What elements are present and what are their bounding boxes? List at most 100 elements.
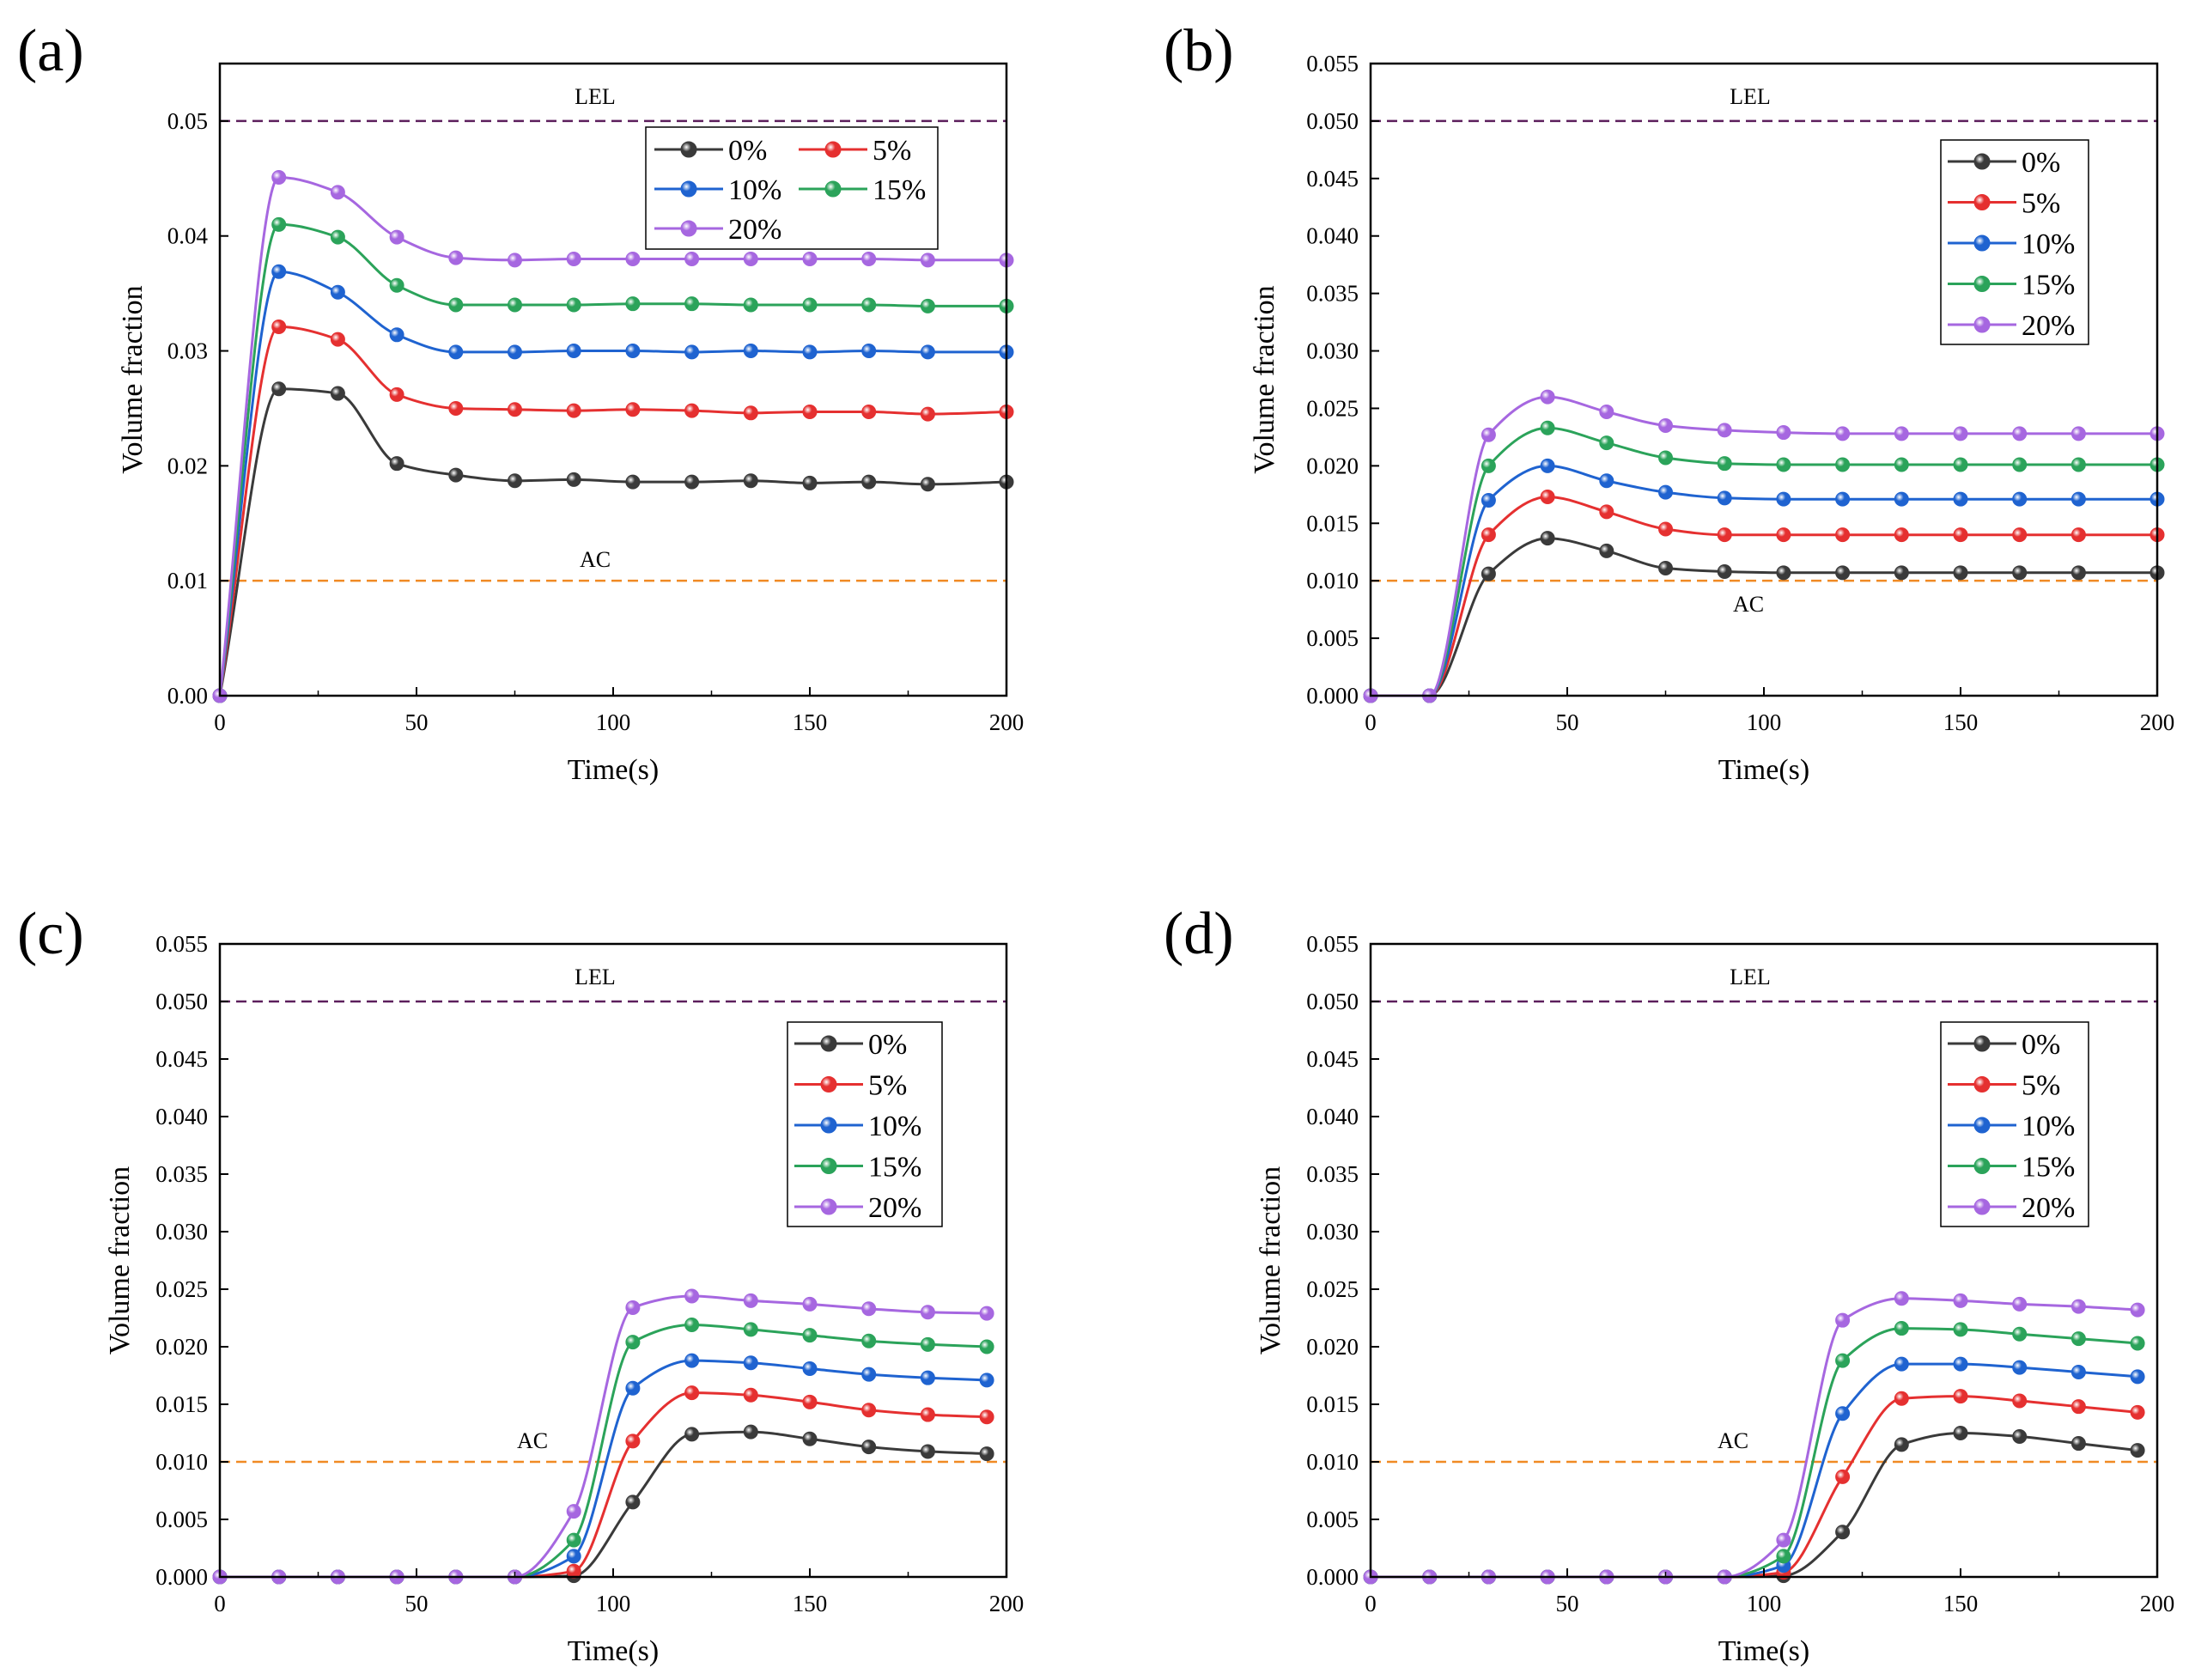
data-point <box>2012 1360 2028 1375</box>
data-point <box>684 1385 700 1401</box>
y-tick-label: 0.020 <box>1306 453 1359 478</box>
x-tick-label: 100 <box>596 709 631 735</box>
legend-item-10pct: 10% <box>1948 228 2075 260</box>
data-point <box>861 474 877 490</box>
data-point <box>2070 1299 2086 1314</box>
legend-item-5pct: 5% <box>1948 188 2060 220</box>
data-point <box>1599 473 1614 489</box>
x-tick-label: 50 <box>1556 1591 1579 1616</box>
series-line <box>220 1430 988 1579</box>
x-tick-label: 150 <box>793 1591 828 1616</box>
data-point <box>743 473 758 489</box>
series-10pct <box>1363 1356 2145 1585</box>
reference-label-ac: AC <box>580 547 611 572</box>
data-point <box>1776 527 1791 543</box>
data-point <box>2070 527 2086 543</box>
data-point <box>2012 1429 2028 1445</box>
legend-item-10pct: 10% <box>654 174 781 206</box>
data-point <box>448 467 464 483</box>
data-point <box>743 1387 758 1403</box>
data-point <box>625 344 641 359</box>
series-line <box>220 1359 988 1579</box>
data-point <box>271 169 287 185</box>
legend-label: 15% <box>868 1152 921 1184</box>
legend-item-0pct: 0% <box>1948 1029 2060 1061</box>
data-point <box>1776 457 1791 472</box>
data-point <box>1835 426 1851 441</box>
series-0pct <box>212 381 1014 703</box>
chart-panel-4: (d) LEL AC 0 50 100 150 200 0.000 0.005 0.010 0.015… <box>1164 901 2174 1667</box>
y-tick-label: 0.015 <box>155 1391 208 1417</box>
data-point <box>1658 521 1673 537</box>
series-5pct <box>212 1385 994 1585</box>
series-10pct <box>212 264 1014 703</box>
data-point <box>861 1301 877 1317</box>
data-point <box>2012 527 2028 543</box>
legend-swatch-marker <box>1973 194 1991 210</box>
data-point <box>743 297 758 313</box>
y-tick-label: 0.050 <box>1306 989 1359 1014</box>
data-point <box>743 1293 758 1308</box>
data-point <box>861 1440 877 1455</box>
y-tick-label: 0.015 <box>1306 1391 1359 1417</box>
x-tick-label: 0 <box>1365 709 1377 735</box>
data-point <box>625 1300 641 1315</box>
series-line <box>1371 1395 2138 1579</box>
y-tick-label: 0.00 <box>167 683 208 709</box>
y-tick-label: 0.055 <box>1306 931 1359 957</box>
y-tick-label: 0.015 <box>1306 510 1359 536</box>
panel-letter: (d) <box>1164 901 1234 967</box>
data-point <box>802 1296 818 1312</box>
x-axis-title: Time(s) <box>1718 754 1809 786</box>
data-point <box>861 297 877 313</box>
data-point <box>566 344 581 359</box>
data-point <box>1540 389 1555 405</box>
series-0pct <box>212 1424 994 1585</box>
legend-swatch-marker <box>1973 234 1991 252</box>
data-point <box>861 1403 877 1418</box>
data-point <box>1717 563 1732 579</box>
data-point <box>743 251 758 266</box>
legend-swatch-marker <box>1973 1117 1991 1134</box>
legend-label: 10% <box>868 1111 921 1142</box>
data-point <box>920 477 935 492</box>
series-line <box>1371 537 2157 697</box>
y-tick-label: 0.045 <box>1306 166 1359 192</box>
data-point <box>1953 1426 1968 1440</box>
series-15pct <box>1363 420 2165 703</box>
y-tick-label: 0.050 <box>1306 108 1359 134</box>
y-tick-label: 0.035 <box>1306 281 1359 307</box>
data-point <box>1717 456 1732 472</box>
data-point <box>389 327 404 343</box>
data-point <box>389 387 404 402</box>
x-tick-label: 200 <box>2140 709 2175 735</box>
data-point <box>2012 457 2028 472</box>
legend-swatch-marker <box>1973 1198 1991 1215</box>
legend-swatch-marker <box>820 1076 837 1093</box>
data-point <box>508 253 522 268</box>
data-point <box>802 297 818 313</box>
legend-label: 10% <box>2022 1111 2075 1142</box>
data-point <box>625 1335 641 1350</box>
y-tick-label: 0.000 <box>1306 683 1359 709</box>
data-point <box>2070 565 2086 581</box>
legend-label: 5% <box>2022 1070 2060 1102</box>
data-point <box>802 344 818 360</box>
data-point <box>566 472 581 487</box>
reference-label-ac: AC <box>517 1428 548 1453</box>
data-point <box>1953 565 1968 581</box>
data-point <box>2012 565 2028 581</box>
data-point <box>979 1446 994 1462</box>
x-tick-label: 200 <box>989 1591 1025 1616</box>
legend-item-0pct: 0% <box>794 1029 907 1061</box>
y-tick-label: 0.040 <box>1306 1104 1359 1129</box>
data-point <box>802 1431 818 1446</box>
legend-item-5pct: 5% <box>1948 1070 2060 1102</box>
y-tick-label: 0.035 <box>155 1161 208 1187</box>
data-point <box>684 1353 700 1368</box>
panel-letter: (c) <box>17 901 84 967</box>
legend-item-0pct: 0% <box>1948 147 2060 179</box>
x-tick-label: 100 <box>596 1591 631 1616</box>
data-point <box>625 1433 641 1449</box>
data-point <box>743 1322 758 1337</box>
